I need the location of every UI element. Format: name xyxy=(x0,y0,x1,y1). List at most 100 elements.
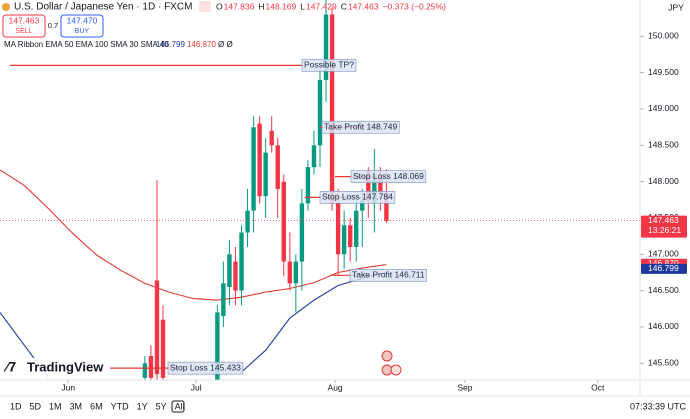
countdown: 13:26:21 xyxy=(648,225,681,235)
candle-body xyxy=(378,174,383,193)
indicator-tail: Ø Ø xyxy=(218,40,233,49)
candle-body xyxy=(347,225,353,248)
candle-body xyxy=(317,79,323,146)
x-tick-label: Oct xyxy=(591,382,605,392)
annotation-box xyxy=(349,269,427,282)
y-tick-label: 149.500 xyxy=(648,67,679,77)
plot-area: Possible TP? Take Profit 148.749 Stop Loss… xyxy=(0,0,640,380)
y-tick-label: 150.000 xyxy=(648,31,679,41)
sell-label[interactable]: SELL xyxy=(15,28,32,35)
annotation-box xyxy=(321,120,400,134)
ohlc-legend: O 147.836 H 148.169 L 147.429 C 147.463 −0.373 (… xyxy=(216,1,446,11)
ohlc-value: 148.169 xyxy=(266,1,297,11)
candle-body xyxy=(384,193,389,221)
logo-mark: ⁄7 xyxy=(3,359,16,375)
y-tick-label: 148.000 xyxy=(648,176,679,186)
ohlc-key: L xyxy=(300,1,305,11)
ohlc-value: 147.429 xyxy=(306,1,337,11)
range-button[interactable]: 1Y xyxy=(137,401,148,411)
symbol-icon xyxy=(2,3,10,11)
buy-button[interactable] xyxy=(60,14,104,38)
range-button[interactable]: 5D xyxy=(30,401,42,411)
logo: TradingView xyxy=(27,359,104,374)
symbol: U.S. Dollar / Japanese Yen · 1D · FXCM xyxy=(14,2,192,13)
y-tick-label: 145.500 xyxy=(648,358,679,368)
candle-body xyxy=(154,280,160,375)
event-flag[interactable] xyxy=(390,364,402,376)
ohlc-value: 147.836 xyxy=(224,1,255,11)
candle-body xyxy=(372,174,377,204)
range-button[interactable]: 1D xyxy=(10,401,22,411)
candle-body xyxy=(275,145,280,189)
ohlc-key: O xyxy=(216,1,223,11)
annotation-label: Take Profit 146.711 xyxy=(352,270,425,280)
y-tick-label: 147.000 xyxy=(648,249,679,259)
annotation-label: Take Profit 148.749 xyxy=(324,121,398,131)
ohlc-change: −0.373 (−0.25%) xyxy=(383,1,446,11)
date-range-button[interactable] xyxy=(171,400,185,413)
axes: 145.500146.000146.500147.000147.500148.0… xyxy=(61,31,687,392)
range-button[interactable]: 1M xyxy=(49,401,62,411)
candle-body xyxy=(227,254,232,287)
y-tick-label: 149.000 xyxy=(648,103,679,113)
annotation-box xyxy=(167,361,244,375)
range-button[interactable]: 5Y xyxy=(156,401,167,411)
price-tag xyxy=(641,215,687,238)
annotation-label: Stop Loss 148.069 xyxy=(353,171,424,181)
x-tick-label: Jun xyxy=(61,382,75,392)
y-tick-label: 146.500 xyxy=(648,285,679,295)
candle-body xyxy=(142,363,148,378)
y-tick-label: 146.000 xyxy=(648,321,679,331)
candle-body xyxy=(233,261,238,291)
annotation-box xyxy=(319,191,396,204)
price-tag-label: 146.870 xyxy=(648,258,679,268)
indicator: MA Ribbon EMA 50 EMA 100 SMA 30 SMA 40 xyxy=(4,40,169,49)
candle-body xyxy=(329,14,335,204)
sell-price[interactable]: 147.463 xyxy=(9,15,40,25)
logo-bg xyxy=(4,358,104,378)
toolbar: 1D 5D 1M 3M 6M YTD 1Y 5Y All xyxy=(10,401,185,411)
range-button[interactable]: YTD xyxy=(111,401,130,411)
candle-body xyxy=(269,130,274,146)
clock: 07:33:39 UTC xyxy=(630,401,687,411)
buy-label[interactable]: BUY xyxy=(75,28,90,35)
price-tag-label: 146.799 xyxy=(648,263,679,273)
candle-body xyxy=(335,203,341,255)
candle-body xyxy=(148,356,154,378)
annotation-label: Possible TP? xyxy=(304,60,354,70)
annotation-label: Stop Loss 147.784 xyxy=(322,192,393,202)
x-tick-label: Jul xyxy=(191,382,202,392)
range-button[interactable]: 3M xyxy=(70,401,83,411)
candle-body xyxy=(257,123,262,197)
x-tick-label: Sep xyxy=(457,382,472,392)
candle-body xyxy=(251,127,256,211)
candle-body xyxy=(366,170,371,201)
sell-button[interactable] xyxy=(2,14,46,38)
candle-body xyxy=(354,210,359,248)
candle-body xyxy=(287,261,293,284)
ohlc-key: H xyxy=(258,1,264,11)
buy-price[interactable]: 147.470 xyxy=(67,15,98,25)
range-button[interactable]: All xyxy=(175,401,185,411)
indicator-value: 146.870 xyxy=(187,40,216,49)
candle-body xyxy=(311,145,317,168)
candle-body xyxy=(160,319,166,378)
candle-body xyxy=(239,232,244,291)
candle-body xyxy=(323,14,329,80)
range-button[interactable]: 6M xyxy=(90,401,103,411)
ohlc-key: C xyxy=(341,1,347,11)
annotation-box xyxy=(350,170,427,183)
candle-body xyxy=(263,152,268,197)
event-flag[interactable] xyxy=(381,350,393,362)
candle-body xyxy=(281,181,286,262)
x-tick-label: Aug xyxy=(328,382,343,392)
indicator-value: 146.799 xyxy=(156,40,185,49)
price-tag xyxy=(641,263,687,274)
currency: JPY xyxy=(668,2,684,12)
annotation-box xyxy=(301,59,357,72)
price-tag-label: 147.463 xyxy=(648,215,679,225)
candle-body xyxy=(299,203,305,262)
annotation-label: Stop Loss 145.433 xyxy=(170,362,241,372)
candle-body xyxy=(245,210,250,233)
